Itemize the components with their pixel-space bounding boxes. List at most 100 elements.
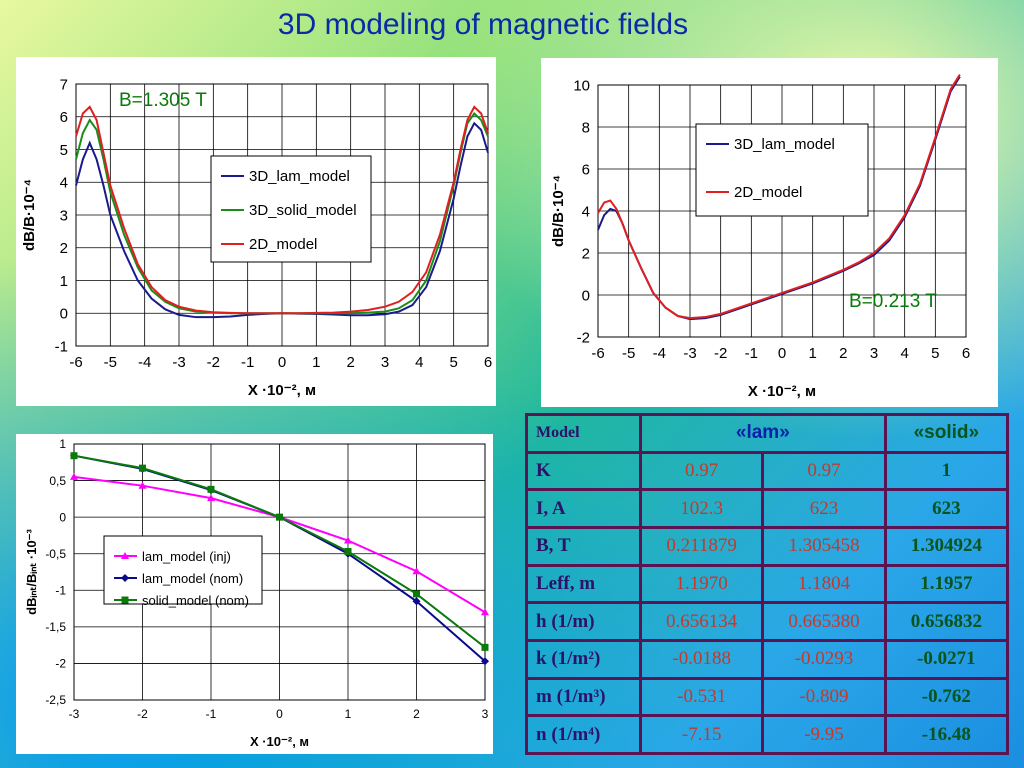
x-axis-label: X ·10⁻², м: [250, 734, 309, 749]
cell-solid: -0.762: [883, 676, 1010, 718]
cell-lam-2: -9.95: [761, 714, 887, 755]
x-tick-label: 5: [931, 345, 939, 362]
cell-solid: 1: [883, 450, 1010, 492]
row-label: n (1/m⁴): [525, 714, 642, 755]
y-tick-label: 5: [60, 142, 68, 159]
cell-solid: 1.304924: [883, 525, 1010, 567]
y-axis-label: dB/B·10⁻⁴: [21, 179, 38, 251]
data-point-0: [481, 608, 489, 616]
page-title: 3D modeling of magnetic fields: [277, 8, 689, 41]
y-tick-label: -2,5: [45, 693, 66, 707]
table-row: K 0.97 0.97 1: [525, 450, 1010, 492]
data-point-2: [413, 590, 420, 598]
table-header-row: Model «lam» «solid»: [525, 413, 1010, 454]
table-row: m (1/m³) -0.531 -0.809 -0.762: [525, 676, 1010, 718]
data-point-0: [344, 536, 352, 544]
plot-area-border: [73, 443, 486, 701]
x-tick-label: 3: [870, 345, 878, 362]
y-axis-label: dBᵢₙₜ/Bᵢₙₜ ·10⁻³: [24, 529, 39, 615]
x-tick-label: 0: [278, 354, 286, 371]
x-tick-label: 6: [962, 345, 970, 362]
y-tick-label: 8: [582, 119, 590, 136]
y-tick-label: 10: [573, 77, 590, 94]
y-axis-label: dB/B·10⁻⁴: [550, 175, 567, 247]
legend-label: 3D_solid_model: [249, 202, 357, 219]
x-tick-label: -2: [714, 345, 727, 362]
y-tick-label: 0: [582, 287, 590, 304]
cell-lam-2: 1.305458: [761, 525, 887, 567]
chart-top-left-panel: -6 -5 -4 -3 -2 -1 0 1 2 3 4 5 6 -1 0 1 2 3 4 5 6 7 B=1.305 T 3D…: [16, 57, 496, 406]
cell-lam-1: -0.0188: [638, 638, 765, 680]
legend-label: 2D_model: [249, 236, 317, 253]
x-tick-label: -1: [241, 354, 254, 371]
table-row: B, T 0.211879 1.305458 1.304924: [525, 525, 1010, 567]
y-tick-label: -1: [55, 338, 68, 355]
x-tick-label: 0: [276, 707, 283, 721]
row-label: I, A: [525, 488, 642, 529]
legend-label: lam_model (nom): [142, 571, 243, 586]
chart-bottom-left-panel: -3 -2 -1 0 1 2 3 1 0,5 0 -0,5 -1 -1,5 -2 -2,5 lam_model…: [16, 434, 493, 754]
cell-solid: 623: [883, 488, 1010, 529]
row-label: Leff, m: [525, 563, 642, 605]
y-tick-label: 2: [60, 240, 68, 257]
cell-lam-2: 1.1804: [761, 563, 887, 605]
cell-lam-1: 102.3: [638, 488, 765, 529]
data-point-1: [412, 597, 421, 606]
data-point-0: [207, 494, 215, 502]
x-tick-label: -1: [206, 707, 217, 721]
x-axis-label: X ·10⁻², м: [248, 382, 316, 399]
header-lam: «lam»: [639, 413, 887, 454]
y-tick-label: 4: [60, 175, 68, 192]
cell-solid: -0.0271: [883, 638, 1010, 680]
y-tick-label: 0: [60, 306, 68, 323]
x-tick-label: -5: [622, 345, 635, 362]
x-tick-label: 1: [345, 707, 352, 721]
x-tick-label: 1: [808, 345, 816, 362]
y-tick-label: 4: [582, 203, 590, 220]
field-annotation: B=0.213 T: [849, 291, 937, 312]
data-point-2: [276, 513, 283, 521]
header-solid: «solid»: [883, 413, 1010, 454]
data-point-0: [412, 567, 421, 575]
y-tick-label: 2: [582, 245, 590, 262]
table-row: Leff, m 1.1970 1.1804 1.1957: [525, 563, 1010, 605]
x-tick-label: -3: [172, 354, 185, 371]
y-tick-label: -1: [55, 583, 66, 597]
cell-solid: -16.48: [883, 714, 1010, 755]
x-tick-label: -3: [69, 707, 80, 721]
cell-lam-1: 1.1970: [638, 563, 765, 605]
legend-label: 3D_lam_model: [734, 136, 835, 153]
legend-marker: [121, 574, 129, 582]
field-annotation: B=1.305 T: [119, 90, 207, 111]
legend-box: [695, 123, 869, 217]
x-tick-label: -5: [104, 354, 117, 371]
cell-lam-2: -0.809: [761, 676, 887, 718]
x-tick-label: 4: [415, 354, 423, 371]
x-tick-label: 0: [778, 345, 786, 362]
legend-label: lam_model (inj): [142, 549, 231, 564]
x-tick-label: 1: [312, 354, 320, 371]
legend-marker: [121, 596, 129, 604]
y-tick-label: -1,5: [45, 620, 66, 634]
row-label: K: [525, 450, 642, 492]
x-axis-label: X ·10⁻², м: [748, 383, 816, 400]
y-tick-label: 0: [59, 510, 66, 524]
x-tick-label: -6: [591, 345, 604, 362]
legend-box: [103, 535, 263, 605]
x-tick-label: 6: [484, 354, 492, 371]
plot-area-border: [597, 84, 967, 338]
y-tick-label: 6: [582, 161, 590, 178]
data-point-2: [481, 643, 489, 651]
x-tick-label: 4: [900, 345, 908, 362]
y-tick-label: 1: [60, 273, 68, 290]
data-point-1: [481, 657, 489, 666]
x-tick-label: -4: [138, 354, 151, 371]
cell-lam-2: 0.97: [761, 450, 887, 492]
series-line-1: [597, 73, 961, 320]
cell-lam-1: -0.531: [638, 676, 765, 718]
x-tick-label: 2: [839, 345, 847, 362]
cell-lam-2: 623: [761, 488, 887, 529]
chart-bottom-left: -3 -2 -1 0 1 2 3 1 0,5 0 -0,5 -1 -1,5 -2 -2,5 lam_model…: [24, 437, 489, 749]
cell-lam-1: -7.15: [638, 714, 765, 755]
row-label: B, T: [525, 525, 642, 567]
